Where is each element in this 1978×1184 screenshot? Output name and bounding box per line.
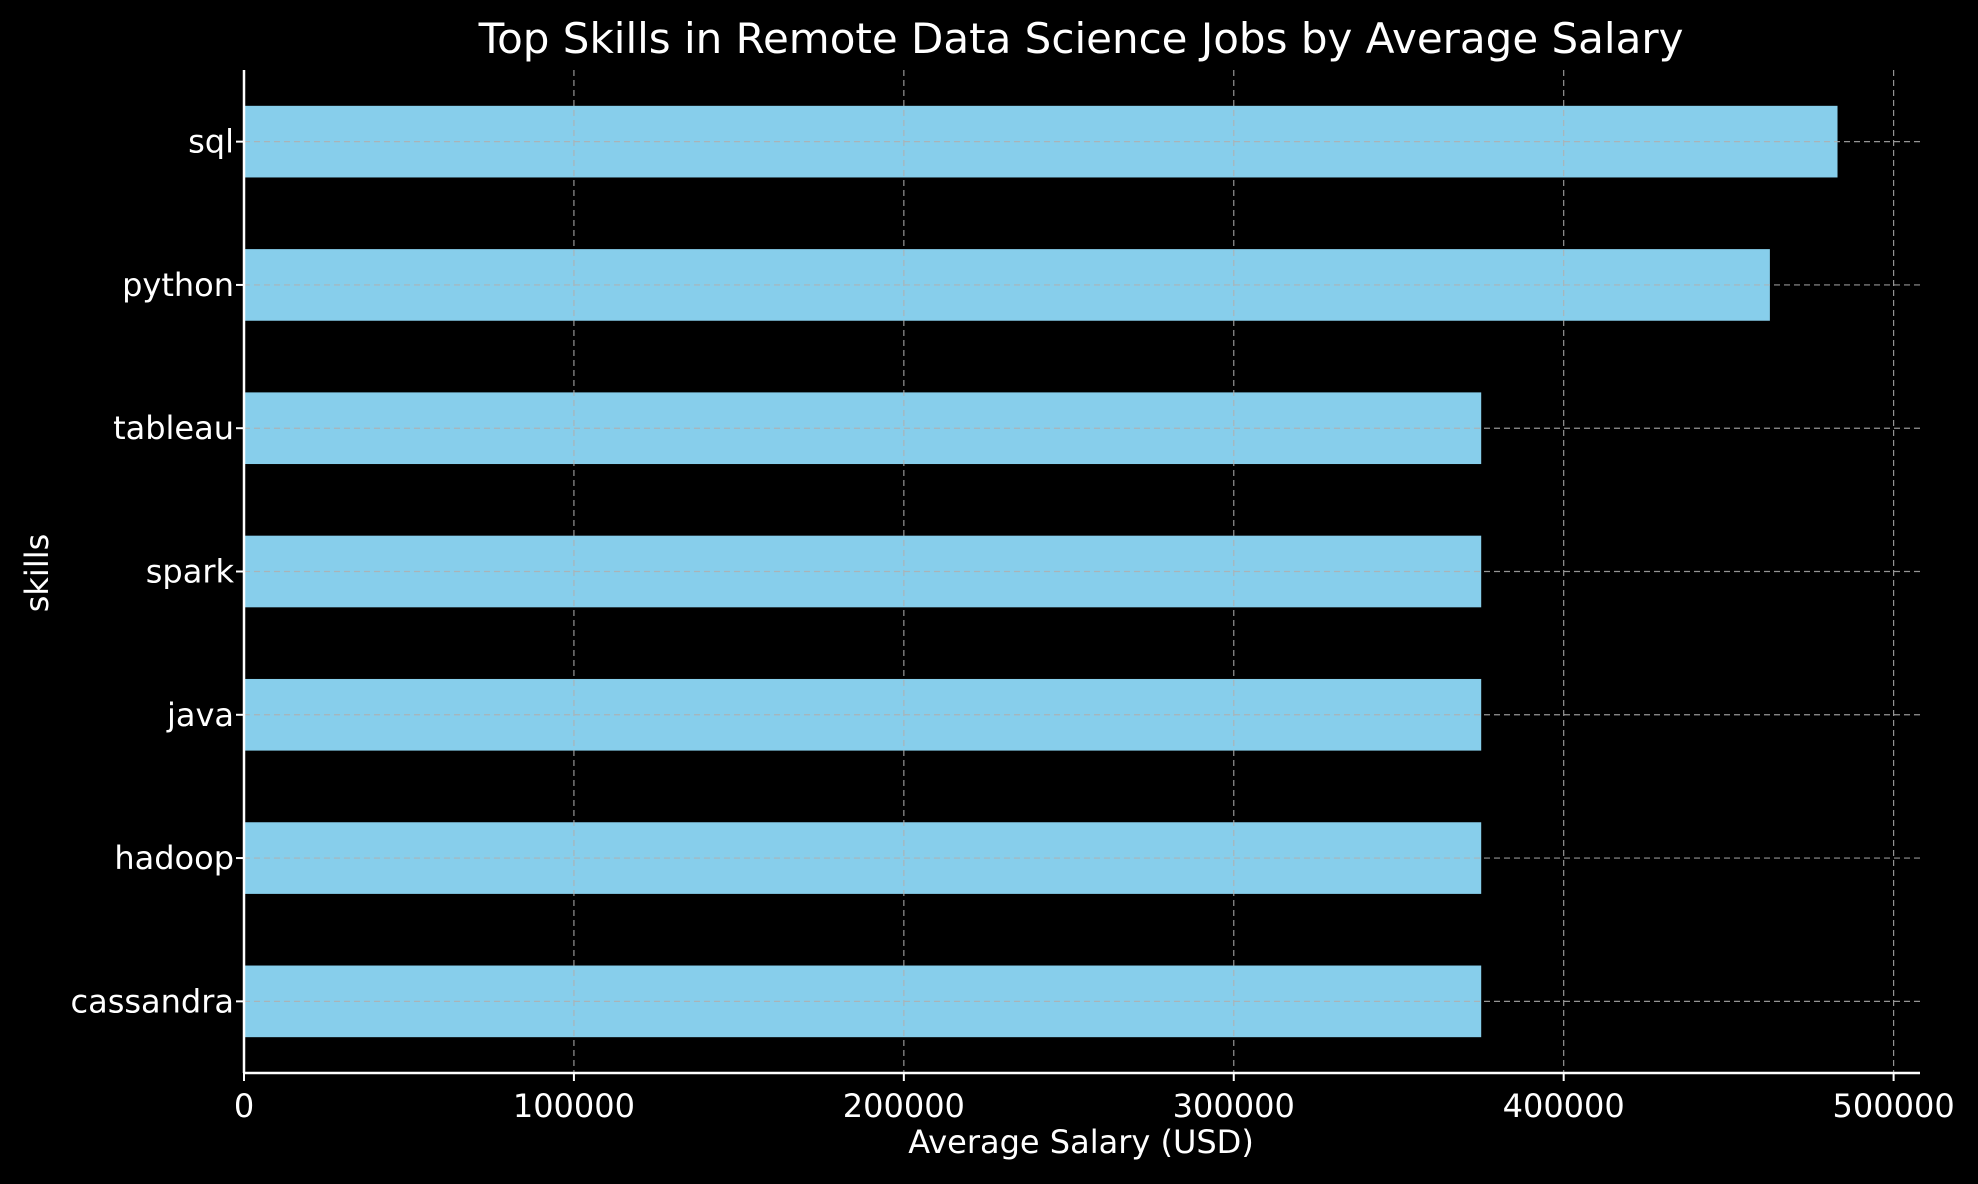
gridlines <box>244 70 1920 1073</box>
x-tick-label-100000: 100000 <box>513 1087 635 1125</box>
y-tick-label-tableau: tableau <box>113 409 234 447</box>
x-tick-label-500000: 500000 <box>1833 1087 1955 1125</box>
x-tick-label-0: 0 <box>234 1087 254 1125</box>
x-tick-label-400000: 400000 <box>1503 1087 1625 1125</box>
x-ticks: 0 100000 200000 300000 400000 500000 <box>234 1073 1955 1125</box>
x-axis-label: Average Salary (USD) <box>908 1123 1254 1161</box>
y-tick-label-java: java <box>166 696 234 734</box>
y-tick-label-python: python <box>122 266 234 304</box>
y-tick-labels: sql python tableau spark java hadoop cassandra <box>70 123 244 1020</box>
y-tick-label-sql: sql <box>188 123 234 161</box>
chart-title: Top Skills in Remote Data Science Jobs b… <box>478 14 1684 63</box>
x-tick-label-300000: 300000 <box>1173 1087 1295 1125</box>
y-tick-label-hadoop: hadoop <box>114 839 234 877</box>
y-axis-label: skills <box>18 534 56 613</box>
y-tick-label-spark: spark <box>146 553 235 591</box>
x-tick-label-200000: 200000 <box>843 1087 965 1125</box>
y-tick-label-cassandra: cassandra <box>70 982 234 1020</box>
